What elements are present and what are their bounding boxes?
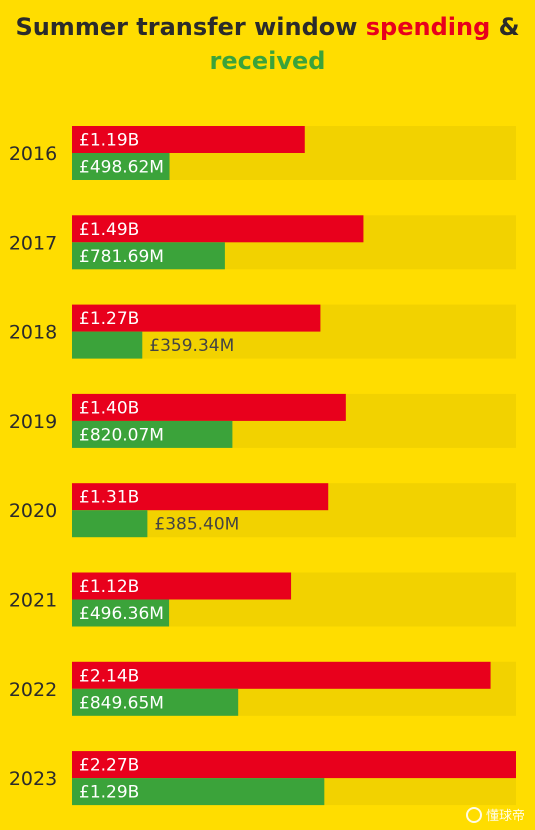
chart-title: Summer transfer window spending & receiv…: [0, 10, 535, 78]
spending-value-label: £1.12B: [79, 577, 139, 597]
spending-bar: [72, 572, 292, 600]
received-bar: [72, 688, 239, 716]
spending-bar: [72, 304, 321, 332]
spending-bar: [72, 126, 305, 153]
year-label: 2018: [9, 322, 57, 344]
spending-value-label: £2.27B: [79, 756, 139, 776]
spending-value-label: £1.27B: [79, 309, 139, 329]
title-amp: &: [490, 13, 520, 41]
spending-value-label: £2.14B: [79, 666, 139, 686]
spending-bar: [72, 751, 516, 779]
title-received: received: [209, 47, 326, 75]
received-value-label: £498.62M: [79, 158, 164, 178]
watermark: 懂球帝: [465, 805, 525, 824]
spending-value-label: £1.49B: [79, 220, 139, 240]
spending-bar: [72, 393, 346, 421]
year-label: 2016: [9, 143, 57, 165]
received-bar: [72, 420, 233, 448]
watermark-text: 懂球帝: [485, 809, 525, 824]
year-label: 2019: [9, 411, 57, 433]
received-bar: [72, 153, 170, 180]
spending-bar: [72, 483, 329, 511]
year-label: 2017: [9, 232, 57, 254]
spending-bar: [72, 661, 491, 689]
logo-circle-icon: [465, 806, 482, 823]
received-bar: [72, 331, 143, 359]
received-value-label: £359.34M: [149, 336, 234, 356]
received-value-label: £849.65M: [79, 693, 164, 713]
year-label: 2020: [9, 500, 57, 522]
received-value-label: £385.40M: [154, 515, 239, 535]
year-label: 2022: [9, 679, 57, 701]
received-value-label: £496.36M: [79, 604, 164, 624]
received-bar: [72, 599, 170, 627]
received-bar: [72, 242, 225, 270]
title-spending: spending: [365, 13, 491, 41]
received-bar: [72, 510, 148, 538]
received-value-label: £781.69M: [79, 247, 164, 267]
year-label: 2021: [9, 590, 57, 612]
spending-bar: [72, 215, 364, 243]
spending-value-label: £1.31B: [79, 488, 139, 508]
title-part1: Summer transfer window: [15, 13, 366, 41]
spending-value-label: £1.40B: [79, 398, 139, 418]
year-label: 2023: [9, 768, 57, 790]
spending-value-label: £1.19B: [79, 131, 139, 151]
received-value-label: £1.29B: [79, 783, 139, 803]
received-value-label: £820.07M: [79, 425, 164, 445]
received-bar: [72, 778, 325, 806]
